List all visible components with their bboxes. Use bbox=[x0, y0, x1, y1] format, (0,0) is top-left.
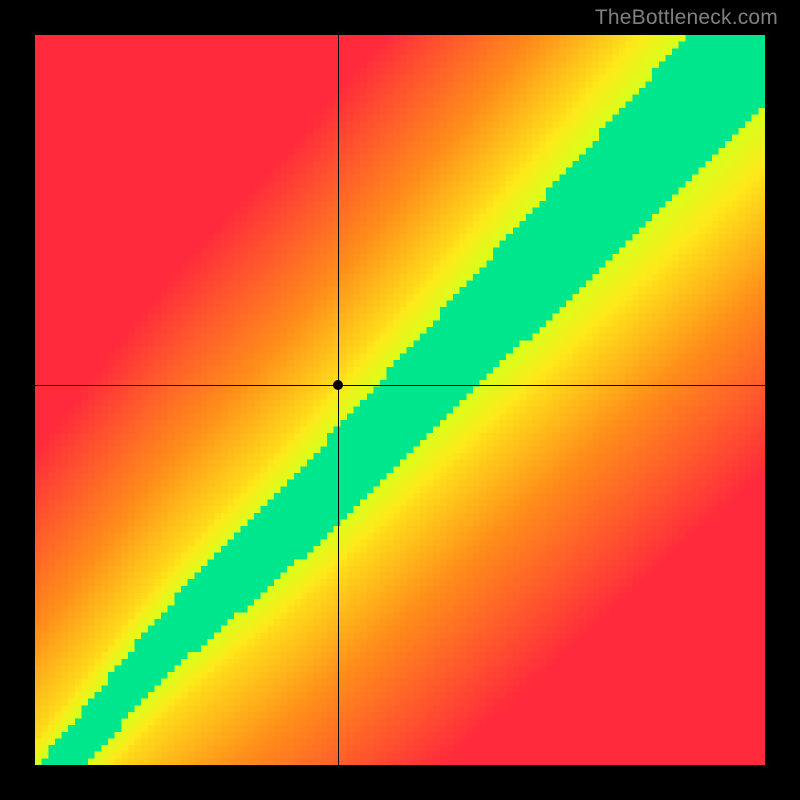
heatmap-canvas bbox=[35, 35, 765, 765]
crosshair-horizontal bbox=[35, 385, 765, 386]
crosshair-marker-dot bbox=[333, 380, 343, 390]
watermark-text: TheBottleneck.com bbox=[595, 6, 778, 30]
crosshair-vertical bbox=[338, 35, 339, 765]
chart-container: TheBottleneck.com bbox=[0, 0, 800, 800]
plot-area bbox=[35, 35, 765, 765]
